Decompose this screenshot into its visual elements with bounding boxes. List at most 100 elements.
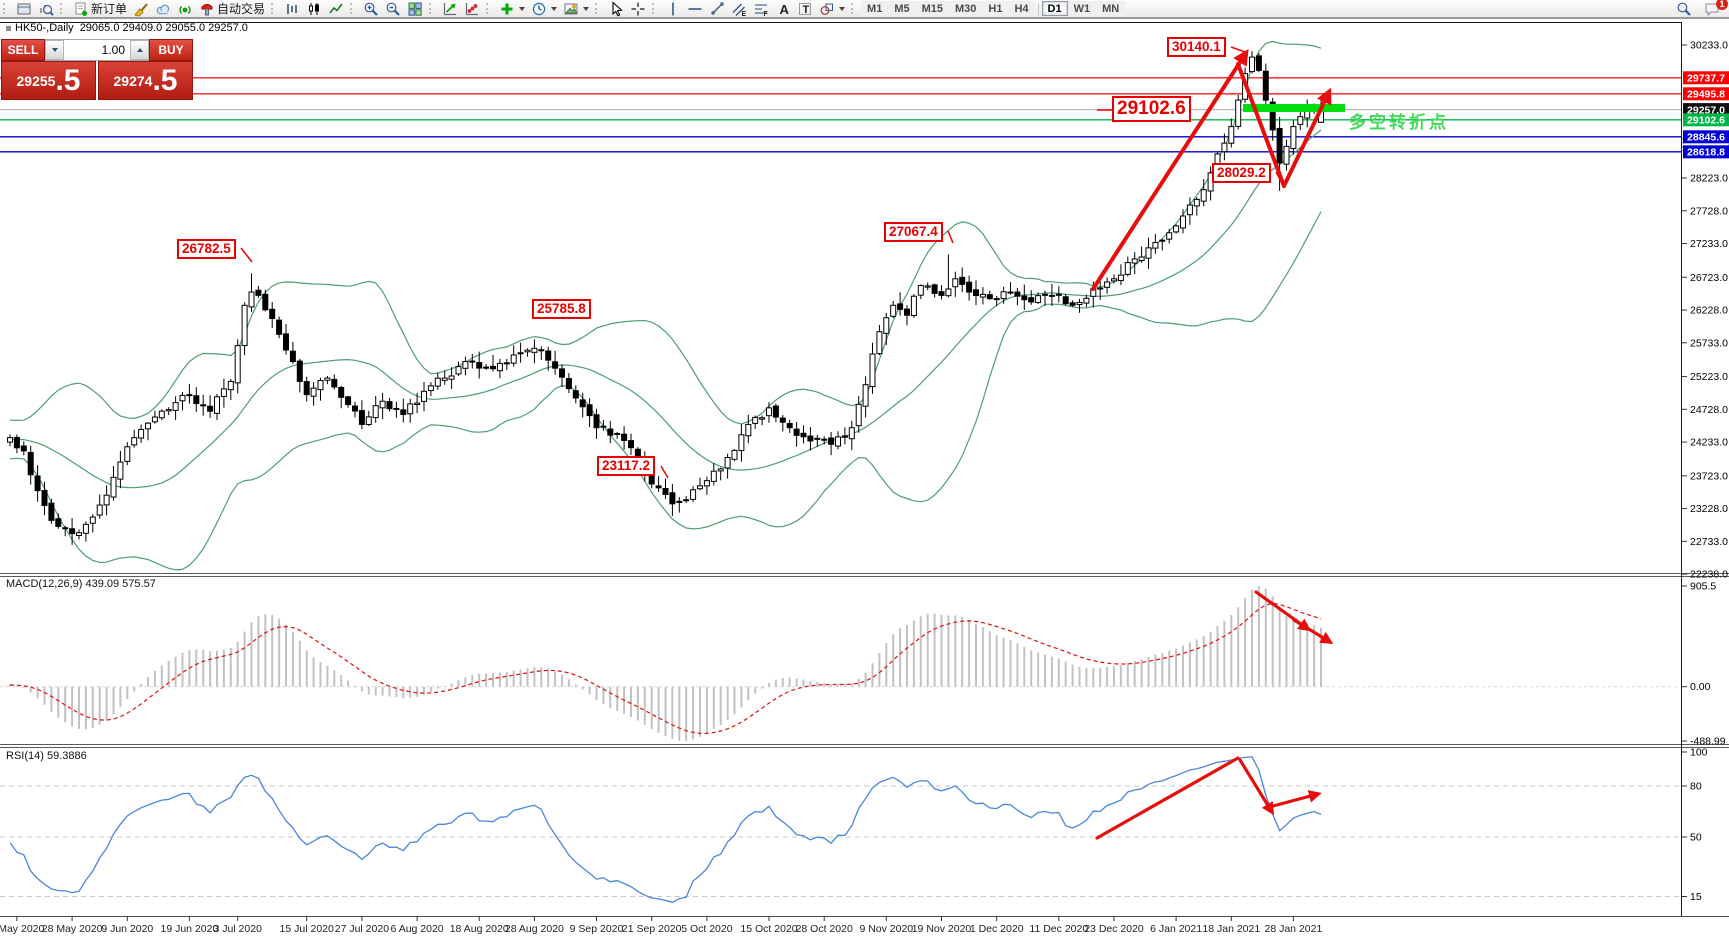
price-tag-label[interactable]: 30140.1 — [1167, 37, 1226, 57]
toolbar-right: 1 — [1673, 0, 1729, 18]
trendline-tool-button[interactable] — [706, 1, 728, 17]
arrows-tool-button[interactable] — [816, 1, 848, 17]
rsi-label: RSI(14) 59.3886 — [6, 750, 87, 762]
zoom-in-button[interactable] — [360, 1, 382, 17]
cursor-tool-button[interactable] — [605, 0, 627, 17]
timeframe-m15-button[interactable]: M15 — [915, 1, 949, 16]
template-selector-button[interactable] — [560, 1, 592, 17]
toolbar-grip — [652, 3, 658, 14]
svg-text:5 Oct 2020: 5 Oct 2020 — [681, 923, 733, 935]
svg-text:100: 100 — [1690, 747, 1708, 759]
magchart-icon — [40, 4, 54, 16]
crosshair-tool-button[interactable] — [627, 1, 649, 17]
svg-text:30233.0: 30233.0 — [1690, 40, 1728, 52]
svg-text:26723.0: 26723.0 — [1690, 272, 1728, 284]
add-indicator-button[interactable] — [496, 1, 528, 17]
svg-text:15 Jul 2020: 15 Jul 2020 — [280, 923, 334, 935]
cleanup-button[interactable] — [130, 1, 152, 17]
macd-label: MACD(12,26,9) 439.09 575.57 — [6, 578, 156, 590]
line-chart-mode-button[interactable] — [325, 1, 347, 17]
rsi-pane — [0, 756, 1681, 904]
timeframe-d1-button[interactable]: D1 — [1041, 1, 1068, 16]
chevron-down-icon — [551, 6, 558, 11]
indadd-icon — [465, 2, 479, 15]
chart-shift-button[interactable] — [461, 1, 483, 17]
newdoc-icon — [75, 2, 88, 16]
svg-text:27 Jul 2020: 27 Jul 2020 — [335, 923, 389, 935]
horizontal-line-tool-button[interactable] — [684, 1, 706, 17]
volume-input[interactable] — [64, 40, 130, 60]
text-tool-button[interactable]: A — [772, 1, 794, 17]
label-tool-button[interactable]: T — [794, 1, 816, 17]
mag-icon — [1677, 2, 1691, 16]
new-window-button[interactable] — [13, 1, 35, 17]
svg-text:50: 50 — [1690, 832, 1702, 844]
vertical-line-tool-button[interactable] — [662, 1, 684, 17]
candles-layer — [7, 51, 1324, 545]
zoom-out-button[interactable] — [382, 1, 404, 17]
price-tag-label[interactable]: 26782.5 — [177, 239, 236, 259]
toolbar-grip — [60, 3, 66, 14]
timeframe-m5-button[interactable]: M5 — [888, 1, 916, 16]
fibonacci-tool-button[interactable]: F — [750, 1, 772, 17]
timeframe-h1-button[interactable]: H1 — [982, 1, 1009, 16]
bar-chart-mode-button[interactable] — [281, 1, 303, 17]
auto-scroll-button[interactable] — [439, 1, 461, 17]
clock-icon — [532, 2, 546, 15]
price-tag-label[interactable]: 29102.6 — [1112, 96, 1191, 122]
svg-text:24233.0: 24233.0 — [1690, 437, 1728, 449]
sell-button[interactable]: SELL — [1, 39, 45, 61]
new-order-button[interactable]: 新订单 — [70, 1, 130, 17]
candlestick-mode-button[interactable] — [303, 1, 325, 17]
toolbar-grip — [851, 3, 857, 14]
tile-windows-button[interactable] — [404, 1, 426, 17]
timeframe-h4-button[interactable]: H4 — [1008, 1, 1035, 16]
svg-text:19 Jun 2020: 19 Jun 2020 — [160, 923, 218, 935]
timeframe-m30-button[interactable]: M30 — [949, 1, 983, 16]
price-tag-label[interactable]: 25785.8 — [532, 299, 591, 319]
timeframe-mn-button[interactable]: MN — [1096, 1, 1126, 16]
svg-text:-488.99: -488.99 — [1690, 736, 1726, 748]
svg-text:1 Dec 2020: 1 Dec 2020 — [970, 923, 1024, 935]
macd-pane — [0, 586, 1681, 742]
timeframe-w1-button[interactable]: W1 — [1067, 1, 1097, 16]
chat-button[interactable]: 1 — [1701, 0, 1728, 18]
pivot-level-bar — [1243, 104, 1345, 112]
linech-icon — [329, 3, 343, 13]
toolbar-grip — [429, 3, 435, 14]
indup-icon — [443, 2, 457, 15]
volume-stepper[interactable] — [45, 39, 149, 61]
period-selector-button[interactable] — [528, 1, 560, 17]
new-order-label: 新订单 — [91, 2, 128, 16]
buy-button[interactable]: BUY — [149, 39, 193, 61]
channel-tool-button[interactable]: E — [728, 1, 750, 17]
tile1-icon — [17, 3, 31, 14]
volume-increase-button[interactable] — [130, 40, 149, 60]
price-tag-label[interactable]: 28029.2 — [1212, 163, 1271, 183]
signals-button[interactable] — [174, 1, 196, 17]
tline-icon — [711, 1, 724, 15]
price-tag-label[interactable]: 23117.2 — [597, 456, 656, 476]
drawn-objects[interactable] — [240, 46, 1345, 840]
price-tag-label[interactable]: 27067.4 — [884, 222, 943, 242]
volume-decrease-button[interactable] — [45, 40, 64, 60]
chart-canvas[interactable]: 30233.0 28223.0 27728.0 27233.0 26723.0 26228… — [0, 17, 1729, 943]
chart-profile-button[interactable] — [35, 1, 57, 17]
search-button[interactable] — [1673, 0, 1695, 18]
publisher-button[interactable] — [152, 1, 174, 17]
svg-text:6 Aug 2020: 6 Aug 2020 — [391, 923, 444, 935]
svg-text:905.5: 905.5 — [1690, 581, 1716, 593]
svg-text:3 Jul 2020: 3 Jul 2020 — [213, 923, 262, 935]
svg-text:22238.0: 22238.0 — [1690, 569, 1728, 581]
buy-price[interactable]: 29274.5 — [98, 61, 193, 100]
chart-symbol-period: HK50-,Daily — [15, 22, 74, 34]
timeframe-m1-button[interactable]: M1 — [861, 1, 889, 16]
svg-text:22733.0: 22733.0 — [1690, 536, 1728, 548]
svg-text:27728.0: 27728.0 — [1690, 205, 1728, 217]
pivot-point-text[interactable]: 多空转折点 — [1349, 113, 1449, 132]
auto-trading-button[interactable]: 自动交易 — [196, 1, 268, 17]
chevron-down-icon — [583, 6, 590, 11]
sell-price[interactable]: 29255.5 — [1, 61, 96, 100]
